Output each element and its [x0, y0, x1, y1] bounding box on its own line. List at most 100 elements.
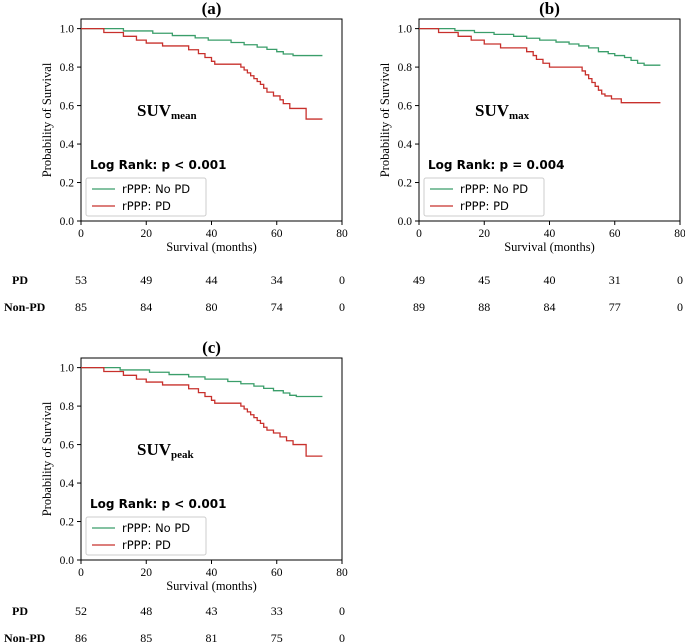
x-tick-label: 60	[271, 228, 283, 240]
km-curve-pd	[419, 27, 661, 104]
legend-box	[85, 177, 207, 217]
risk-value-nonpd: 85	[75, 300, 87, 314]
x-tick-label: 80	[336, 228, 348, 240]
risk-label-pd-bottom: PD	[12, 604, 28, 618]
y-tick-label: 0.8	[398, 62, 413, 74]
risk-value-nonpd: 80	[206, 300, 218, 314]
risk-value-nonpd: 0	[677, 300, 683, 314]
risk-value-nonpd: 77	[609, 300, 621, 314]
km-curve-no-pd	[81, 366, 323, 398]
y-tick-label: 1.0	[398, 24, 413, 36]
legend-label: rPPP: PD	[460, 199, 509, 213]
legend-label: rPPP: PD	[122, 538, 171, 552]
log-rank-annotation: Log Rank: p < 0.001	[90, 497, 226, 511]
x-axis-label: Survival (months)	[166, 240, 257, 254]
chart-panel-c: (c) 0.0 0.2 0.4 0.6 0.8 1.0 0 20 40 60 80 Survival (…	[40, 338, 348, 644]
legend-label: rPPP: No PD	[460, 182, 528, 196]
x-tick-label: 60	[271, 567, 283, 579]
y-tick-label: 0.8	[60, 62, 75, 74]
x-tick-label: 60	[609, 228, 621, 240]
risk-value-nonpd: 84	[140, 300, 152, 314]
risk-value-pd: 40	[544, 273, 556, 287]
risk-value-nonpd: 84	[544, 300, 556, 314]
chart-panels: (a) 0.0 0.2 0.4 0.6 0.8 1.0 0 20 40 60 80 Survival (…	[40, 0, 685, 644]
risk-value-nonpd: 74	[271, 300, 283, 314]
y-tick-label: 1.0	[60, 363, 75, 375]
legend-box	[85, 516, 207, 556]
risk-value-pd: 0	[339, 604, 345, 618]
x-tick-label: 40	[206, 567, 218, 579]
log-rank-annotation: Log Rank: p < 0.001	[90, 158, 226, 172]
x-tick-label: 20	[141, 567, 153, 579]
x-tick-label: 20	[141, 228, 153, 240]
risk-value-pd: 44	[206, 273, 218, 287]
y-tick-label: 1.0	[60, 24, 75, 36]
y-axis-label: Probability of Survival	[40, 62, 54, 177]
risk-value-nonpd: 85	[140, 631, 152, 644]
y-tick-label: 0.0	[60, 216, 75, 228]
x-tick-label: 20	[479, 228, 491, 240]
y-tick-label: 0.6	[398, 101, 413, 113]
km-curve-pd	[81, 27, 323, 120]
y-tick-label: 0.0	[60, 555, 75, 567]
x-tick-label: 0	[416, 228, 422, 240]
y-tick-label: 0.2	[398, 178, 413, 190]
km-curve-no-pd	[81, 27, 323, 57]
x-tick-label: 40	[544, 228, 556, 240]
km-curve-pd	[81, 366, 323, 457]
x-tick-label: 40	[206, 228, 218, 240]
y-tick-label: 0.6	[60, 440, 75, 452]
risk-value-pd: 53	[75, 273, 87, 287]
legend-label: rPPP: No PD	[122, 182, 190, 196]
x-tick-label: 80	[336, 567, 348, 579]
risk-value-pd: 48	[140, 604, 152, 618]
risk-value-nonpd: 0	[339, 631, 345, 644]
y-tick-label: 0.6	[60, 101, 75, 113]
km-curve-no-pd	[419, 27, 661, 66]
risk-value-pd: 0	[677, 273, 683, 287]
y-tick-label: 0.8	[60, 401, 75, 413]
risk-value-nonpd: 89	[413, 300, 425, 314]
x-tick-label: 0	[78, 567, 84, 579]
chart-subtitle: (a)	[202, 0, 222, 18]
y-tick-label: 0.2	[60, 178, 75, 190]
risk-label-nonpd-top: Non-PD	[4, 300, 46, 314]
legend-box	[423, 177, 545, 217]
risk-label-nonpd-bottom: Non-PD	[4, 631, 46, 644]
legend-label: rPPP: No PD	[122, 521, 190, 535]
x-tick-label: 80	[674, 228, 685, 240]
x-tick-label: 0	[78, 228, 84, 240]
risk-value-nonpd: 81	[206, 631, 218, 644]
y-tick-label: 0.4	[60, 478, 75, 490]
chart-title: SUVpeak	[137, 440, 195, 461]
y-tick-label: 0.4	[398, 139, 413, 151]
risk-value-pd: 0	[339, 273, 345, 287]
log-rank-annotation: Log Rank: p = 0.004	[428, 158, 564, 172]
y-tick-label: 0.0	[398, 216, 413, 228]
risk-value-pd: 52	[75, 604, 87, 618]
chart-subtitle: (b)	[539, 0, 560, 18]
risk-value-pd: 49	[413, 273, 425, 287]
chart-title: SUVmean	[137, 101, 197, 122]
legend-label: rPPP: PD	[122, 199, 171, 213]
risk-value-pd: 43	[206, 604, 218, 618]
risk-label-pd-top: PD	[12, 273, 28, 287]
risk-value-nonpd: 0	[339, 300, 345, 314]
risk-value-nonpd: 86	[75, 631, 87, 644]
chart-subtitle: (c)	[202, 338, 221, 357]
risk-value-pd: 31	[609, 273, 621, 287]
y-axis-label: Probability of Survival	[40, 401, 54, 516]
risk-value-pd: 49	[140, 273, 152, 287]
chart-panel-b: (b) 0.0 0.2 0.4 0.6 0.8 1.0 0 20 40 60 80 Survival (…	[378, 0, 685, 314]
risk-value-pd: 45	[478, 273, 490, 287]
y-tick-label: 0.4	[60, 139, 75, 151]
chart-panel-a: (a) 0.0 0.2 0.4 0.6 0.8 1.0 0 20 40 60 80 Survival (…	[40, 0, 348, 314]
chart-title: SUVmax	[475, 101, 530, 122]
x-axis-label: Survival (months)	[504, 240, 595, 254]
risk-value-pd: 34	[271, 273, 283, 287]
y-tick-label: 0.2	[60, 517, 75, 529]
risk-value-nonpd: 75	[271, 631, 283, 644]
y-axis-label: Probability of Survival	[378, 62, 392, 177]
risk-value-nonpd: 88	[478, 300, 490, 314]
